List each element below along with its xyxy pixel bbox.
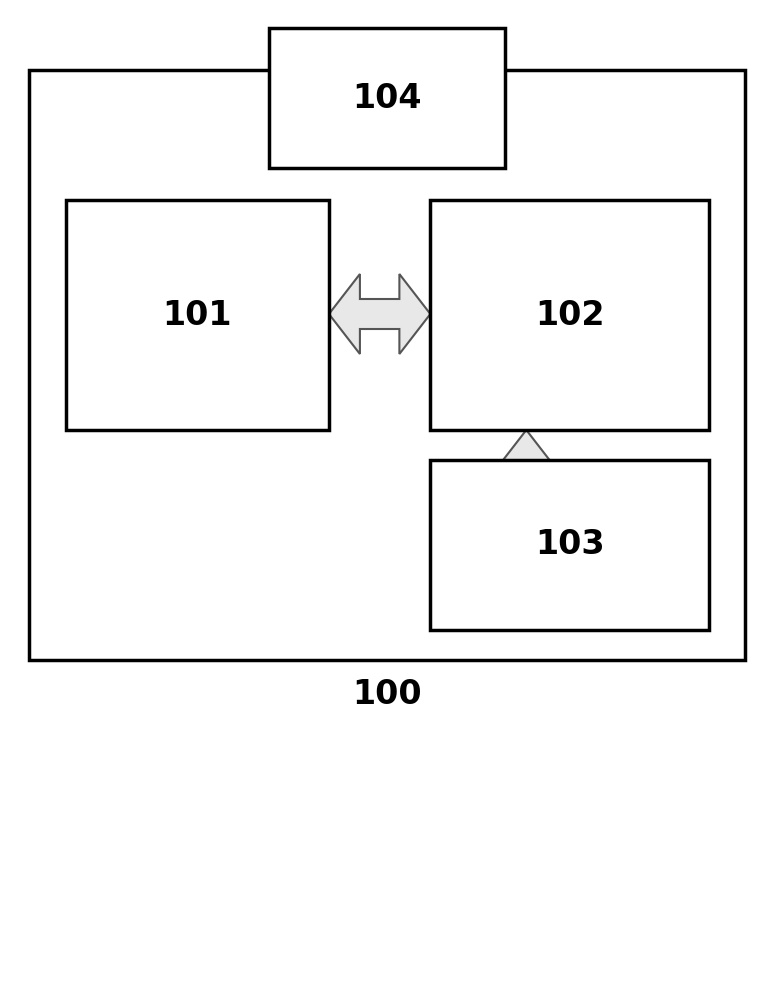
Text: 103: 103 xyxy=(535,528,604,562)
FancyBboxPatch shape xyxy=(430,460,709,630)
FancyBboxPatch shape xyxy=(66,200,329,430)
Polygon shape xyxy=(317,168,457,660)
FancyBboxPatch shape xyxy=(29,70,745,660)
Text: 102: 102 xyxy=(535,299,604,332)
Polygon shape xyxy=(495,430,557,630)
Polygon shape xyxy=(329,274,430,354)
FancyBboxPatch shape xyxy=(269,28,505,168)
Text: 101: 101 xyxy=(163,299,232,332)
Text: 100: 100 xyxy=(352,678,422,712)
Text: 104: 104 xyxy=(352,82,422,115)
FancyBboxPatch shape xyxy=(430,200,709,430)
